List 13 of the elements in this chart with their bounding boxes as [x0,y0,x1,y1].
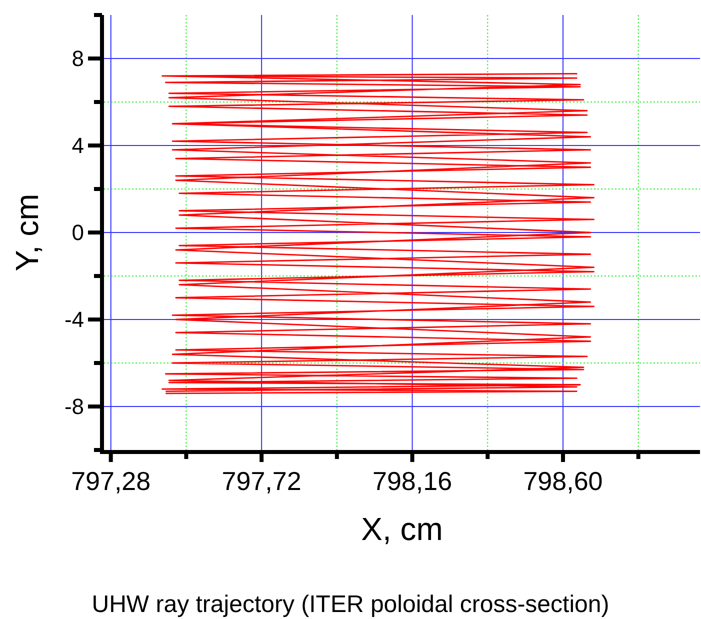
x-axis-title: X, cm [361,511,443,547]
y-tick-label: -8 [64,394,84,420]
x-tick-label: 797,28 [71,466,151,496]
x-tick-label: 798,60 [523,466,603,496]
y-axis-title: Y, cm [9,194,45,272]
x-tick-label: 798,16 [372,466,452,496]
x-tick-label: 797,72 [222,466,302,496]
y-tick-label: -4 [64,307,84,332]
y-tick-label: 8 [72,46,84,72]
line-series [162,73,595,394]
text: UHW ray trajectory (ITER poloidal cross-section) [92,591,610,618]
y-tick-label: 4 [72,133,84,158]
y-tick-label: 0 [72,220,84,246]
